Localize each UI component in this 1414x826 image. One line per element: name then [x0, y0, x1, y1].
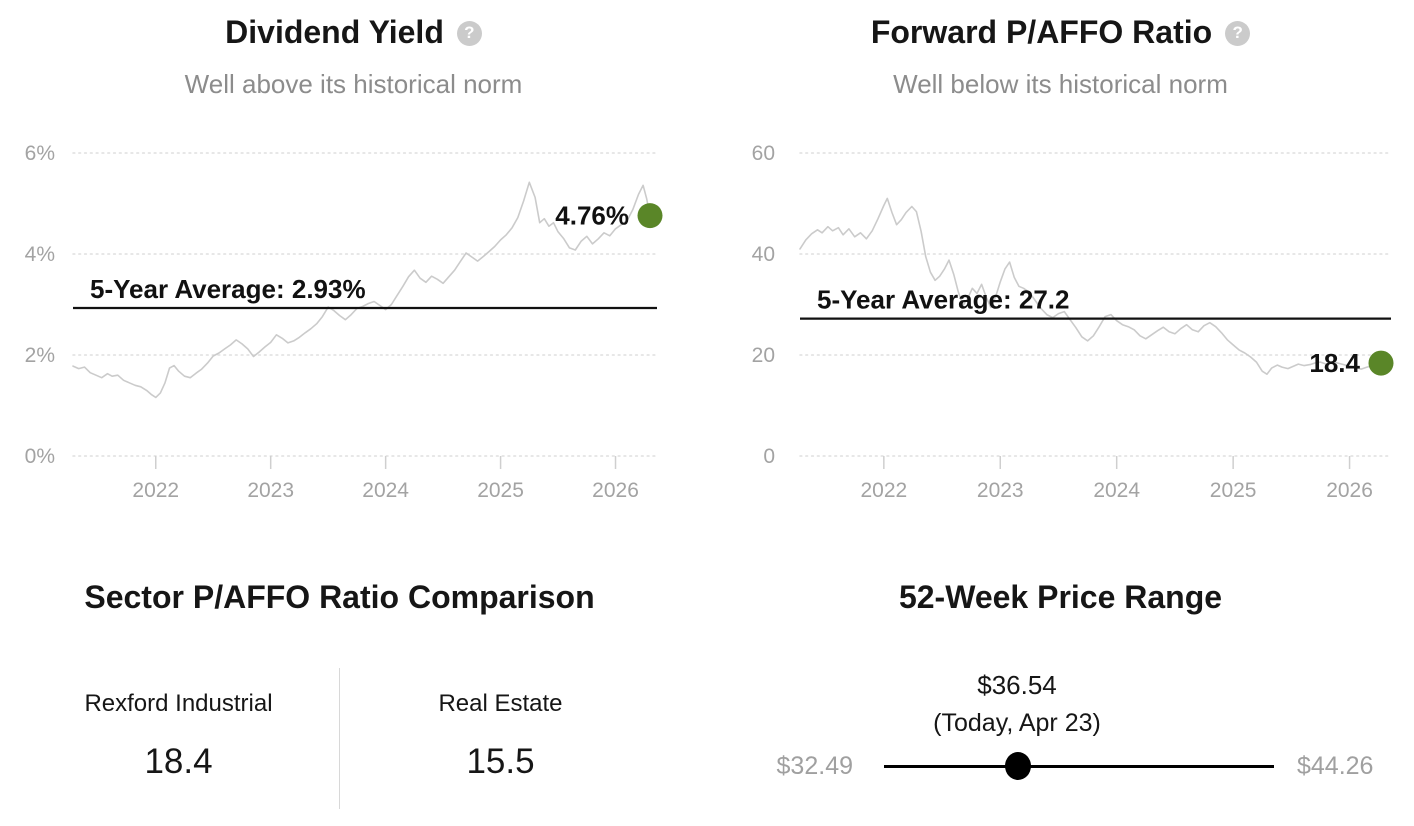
x-axis-label: 2025 — [1210, 479, 1257, 502]
comparison-label: Rexford Industrial — [84, 690, 273, 717]
x-axis-label: 2025 — [477, 479, 524, 502]
chart-subtitle: Well above its historical norm — [184, 69, 523, 99]
comparison-cell-company: Rexford Industrial 18.4 — [18, 668, 340, 809]
y-axis-label: 0% — [25, 445, 55, 468]
series-line — [799, 197, 1382, 375]
x-axis-label: 2024 — [1093, 479, 1140, 502]
dividend-yield-panel: Dividend Yield ? Well above its historic… — [0, 0, 707, 530]
average-line-label: 5-Year Average: 27.2 — [817, 285, 1069, 315]
chart-title-row: Forward P/AFFO Ratio ? — [707, 12, 1414, 52]
section-title: Sector P/AFFO Ratio Comparison — [84, 579, 595, 615]
range-max-label: $44.26 — [1297, 752, 1374, 780]
section-title: 52-Week Price Range — [898, 579, 1223, 615]
comparison-value: 15.5 — [466, 742, 535, 781]
comparison-label: Real Estate — [438, 690, 563, 717]
range-min-label: $32.49 — [776, 752, 853, 780]
x-axis-label: 2026 — [1326, 479, 1373, 502]
range-handle-dot — [1005, 752, 1032, 780]
current-value-dot — [1368, 350, 1394, 376]
comparison-value: 18.4 — [144, 742, 213, 781]
current-price-date: (Today, Apr 23) — [933, 709, 1101, 737]
chart-title: Forward P/AFFO Ratio — [870, 13, 1213, 50]
sector-comparison-panel: Sector P/AFFO Ratio Comparison Rexford I… — [18, 580, 661, 826]
help-icon[interactable]: ? — [1225, 20, 1251, 46]
x-axis-label: 2024 — [362, 479, 409, 502]
forward-paffo-panel: Forward P/AFFO Ratio ? Well below its hi… — [707, 0, 1414, 530]
x-axis-label: 2026 — [592, 479, 639, 502]
average-line-label: 5-Year Average: 2.93% — [90, 274, 366, 304]
y-axis-label: 60 — [752, 142, 775, 165]
y-axis-label: 2% — [25, 344, 55, 367]
y-axis-label: 0 — [763, 445, 775, 468]
y-axis-label: 40 — [752, 243, 775, 266]
y-axis-label: 6% — [25, 142, 55, 165]
comparison-cell-sector: Real Estate 15.5 — [340, 668, 661, 809]
series-line — [72, 181, 651, 399]
x-axis-label: 2023 — [977, 479, 1024, 502]
x-axis-label: 2022 — [860, 479, 907, 502]
dividend-yield-chart: 0% 2% 4% 6% 2022 2023 2024 2025 2026 5-Year Avera… — [25, 142, 663, 502]
price-range-panel: 52-Week Price Range $36.54 (Today, Apr 2… — [707, 580, 1414, 826]
current-value-dot — [637, 203, 663, 229]
chart-title: Dividend Yield — [225, 13, 444, 50]
current-value-label: 18.4 — [1309, 348, 1360, 378]
y-axis-label: 4% — [25, 243, 55, 266]
range-track — [884, 765, 1274, 768]
chart-title-row: Dividend Yield ? — [0, 12, 707, 52]
chart-subtitle: Well below its historical norm — [893, 69, 1228, 99]
current-value-label: 4.76% — [555, 201, 629, 231]
x-axis-label: 2022 — [132, 479, 179, 502]
x-axis-label: 2023 — [247, 479, 294, 502]
y-axis-label: 20 — [752, 344, 775, 367]
help-icon[interactable]: ? — [456, 20, 482, 46]
comparison-row: Rexford Industrial 18.4 Real Estate 15.5 — [18, 668, 661, 809]
current-price-label: $36.54 — [977, 670, 1057, 700]
forward-paffo-chart: 0 20 40 60 2022 2023 2024 2025 2026 5-Year Averag… — [752, 142, 1394, 502]
